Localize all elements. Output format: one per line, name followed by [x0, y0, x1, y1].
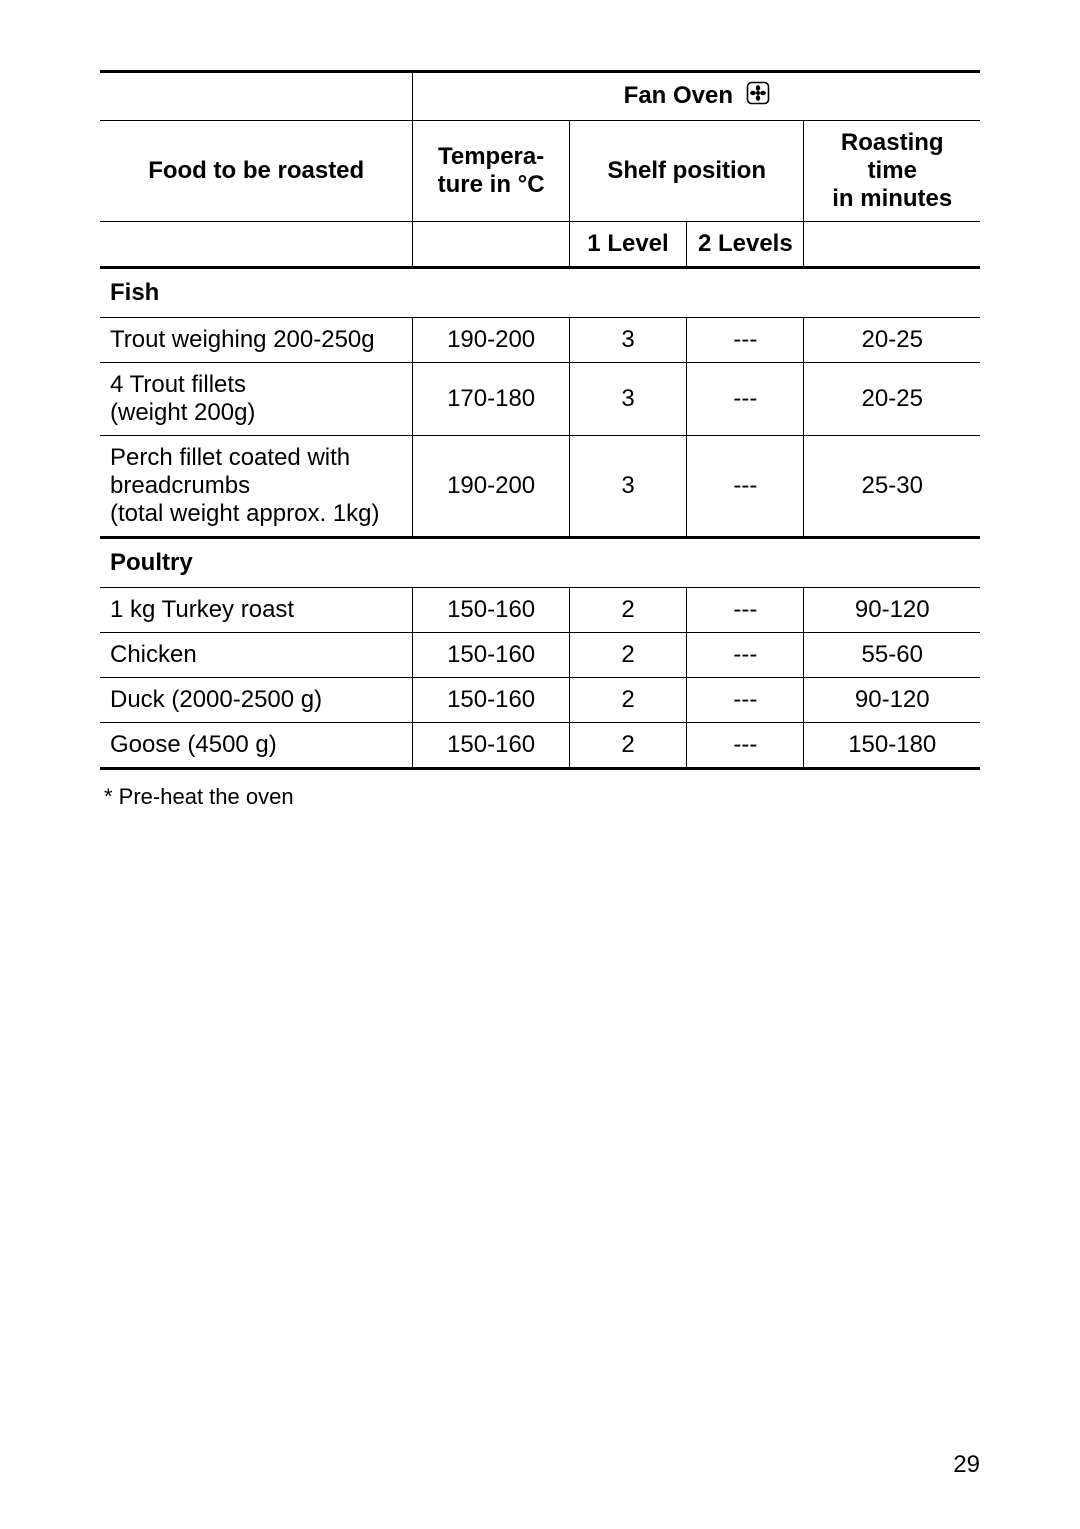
lvl1-cell: 2	[569, 678, 686, 723]
time-header-line1: Roasting	[841, 129, 944, 156]
temp-cell: 190-200	[413, 318, 569, 363]
food-cell: Perch fillet coated with breadcrumbs(tot…	[100, 436, 413, 538]
lvl2-cell: ---	[687, 633, 804, 678]
time-header-line3: in minutes	[832, 185, 952, 212]
level1-header: 1 Level	[569, 222, 686, 268]
fan-icon	[746, 81, 770, 112]
poultry-title: Poultry	[100, 538, 980, 588]
temp-header: Tempera- ture in °C	[413, 121, 569, 222]
food-cell: Chicken	[100, 633, 413, 678]
footnote: * Pre-heat the oven	[100, 784, 980, 810]
time-cell: 25-30	[804, 436, 980, 538]
lvl2-cell: ---	[687, 363, 804, 436]
lvl1-cell: 2	[569, 588, 686, 633]
time-cell: 90-120	[804, 588, 980, 633]
temp-cell: 170-180	[413, 363, 569, 436]
temp-cell: 150-160	[413, 723, 569, 769]
temp-cell: 150-160	[413, 588, 569, 633]
subheader-empty-temp	[413, 222, 569, 268]
lvl1-cell: 3	[569, 363, 686, 436]
table-row: Goose (4500 g) 150-160 2 --- 150-180	[100, 723, 980, 769]
food-cell: Duck (2000-2500 g)	[100, 678, 413, 723]
fan-oven-header: Fan Oven	[413, 72, 980, 121]
food-cell: Trout weighing 200-250g	[100, 318, 413, 363]
time-header: Roasting time in minutes	[804, 121, 980, 222]
lvl1-cell: 3	[569, 318, 686, 363]
temp-cell: 190-200	[413, 436, 569, 538]
time-cell: 20-25	[804, 318, 980, 363]
level2-header: 2 Levels	[687, 222, 804, 268]
header-empty-cell	[100, 72, 413, 121]
lvl1-cell: 3	[569, 436, 686, 538]
table-row: Trout weighing 200-250g 190-200 3 --- 20…	[100, 318, 980, 363]
temp-cell: 150-160	[413, 633, 569, 678]
time-cell: 150-180	[804, 723, 980, 769]
shelf-header: Shelf position	[569, 121, 804, 222]
fan-oven-label: Fan Oven	[624, 82, 733, 109]
time-header-line2: time	[868, 157, 917, 184]
lvl1-cell: 2	[569, 633, 686, 678]
food-cell: 1 kg Turkey roast	[100, 588, 413, 633]
subheader-empty-time	[804, 222, 980, 268]
time-cell: 20-25	[804, 363, 980, 436]
time-cell: 90-120	[804, 678, 980, 723]
food-cell: Goose (4500 g)	[100, 723, 413, 769]
table-row: Perch fillet coated with breadcrumbs(tot…	[100, 436, 980, 538]
temp-cell: 150-160	[413, 678, 569, 723]
lvl2-cell: ---	[687, 678, 804, 723]
temp-header-line2: ture in °C	[438, 171, 545, 198]
food-cell: 4 Trout fillets(weight 200g)	[100, 363, 413, 436]
page-number: 29	[953, 1451, 980, 1479]
food-header: Food to be roasted	[100, 121, 413, 222]
lvl2-cell: ---	[687, 723, 804, 769]
table-row: Chicken 150-160 2 --- 55-60	[100, 633, 980, 678]
lvl2-cell: ---	[687, 436, 804, 538]
temp-header-line1: Tempera-	[438, 143, 544, 170]
lvl2-cell: ---	[687, 318, 804, 363]
lvl1-cell: 2	[569, 723, 686, 769]
table-row: 1 kg Turkey roast 150-160 2 --- 90-120	[100, 588, 980, 633]
fish-title: Fish	[100, 268, 980, 318]
table-row: 4 Trout fillets(weight 200g) 170-180 3 -…	[100, 363, 980, 436]
subheader-empty-food	[100, 222, 413, 268]
time-cell: 55-60	[804, 633, 980, 678]
section-row-poultry: Poultry	[100, 538, 980, 588]
roasting-table: Fan Oven Food to be roasted Tempera-	[100, 70, 980, 770]
lvl2-cell: ---	[687, 588, 804, 633]
table-row: Duck (2000-2500 g) 150-160 2 --- 90-120	[100, 678, 980, 723]
section-row-fish: Fish	[100, 268, 980, 318]
page: Fan Oven Food to be roasted Tempera-	[0, 0, 1080, 1529]
